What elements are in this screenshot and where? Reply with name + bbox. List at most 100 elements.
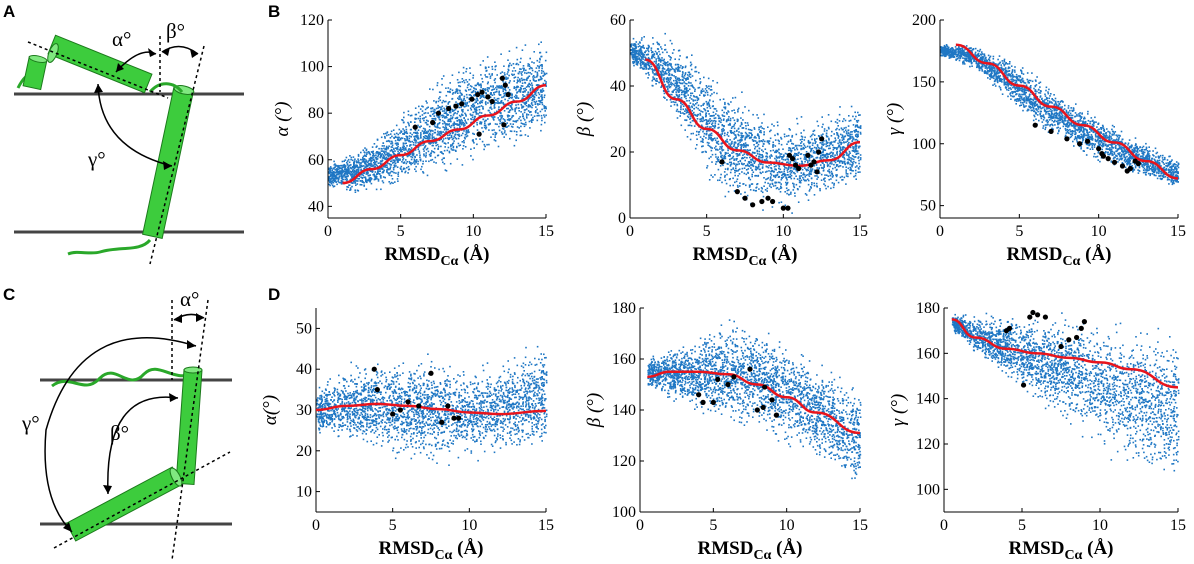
scatter-dot (368, 163, 370, 165)
scatter-dot (390, 181, 393, 184)
scatter-dot (644, 59, 646, 61)
scatter-dot (828, 172, 831, 174)
scatter-dot (342, 178, 345, 181)
scatter-dot (836, 148, 838, 151)
scatter-dot (702, 118, 704, 120)
scatter-dot (423, 132, 426, 134)
scatter-dot (394, 162, 397, 165)
scatter-dot (815, 162, 818, 165)
scatter-dot (755, 155, 758, 157)
scatter-dot (527, 98, 530, 101)
scatter-dot (432, 130, 434, 132)
scatter-dot (778, 148, 780, 151)
scatter-dot (741, 139, 743, 141)
scatter-dot (330, 182, 333, 185)
scatter-dot (389, 160, 392, 163)
scatter-dot (383, 133, 385, 135)
scatter-dot (708, 105, 710, 107)
scatter-dot (386, 157, 389, 160)
scatter-dot (337, 166, 339, 168)
scatter-dot (751, 173, 753, 176)
scatter-dot (357, 160, 360, 162)
scatter-dot (401, 137, 404, 140)
scatter-dot (635, 46, 637, 48)
scatter-dot (465, 105, 467, 107)
scatter-dot (753, 144, 755, 146)
scatter-dot (655, 79, 657, 82)
scatter-dot (499, 120, 502, 122)
scatter-dot (739, 141, 741, 143)
scatter-dot (391, 170, 394, 173)
scatter-dot (508, 111, 511, 113)
scatter-dot (776, 174, 779, 176)
scatter-dot (465, 93, 468, 96)
scatter-dot (486, 76, 489, 78)
scatter-dot (699, 112, 701, 115)
scatter-dot (734, 174, 736, 177)
y-tick-label: 120 (300, 12, 324, 29)
scatter-dot (417, 117, 420, 120)
scatter-dot (767, 141, 770, 144)
scatter-dot (371, 159, 373, 162)
scatter-dot (695, 134, 698, 136)
scatter-dot (423, 137, 426, 139)
scatter-dot (679, 55, 681, 57)
scatter-dot (707, 110, 709, 112)
scatter-dot (442, 138, 445, 140)
scatter-dot (417, 148, 420, 151)
scatter-dot (346, 186, 348, 188)
scatter-dot (679, 70, 681, 72)
scatter-dot (665, 80, 668, 83)
scatter-dot (431, 113, 434, 116)
scatter-dot (451, 144, 453, 146)
scatter-dot (328, 172, 331, 175)
scatter-dot (494, 99, 497, 101)
scatter-dot (495, 65, 497, 67)
scatter-dot (510, 130, 513, 133)
scatter-dot (452, 137, 455, 140)
scatter-dot (733, 159, 735, 161)
scatter-dot (465, 90, 468, 92)
scatter-dot (443, 163, 446, 165)
scatter-dot (669, 59, 672, 61)
scatter-dot (836, 174, 838, 176)
scatter-dot (826, 142, 828, 145)
scatter-dot (425, 156, 427, 158)
scatter-dot (712, 125, 715, 127)
scatter-dot (630, 43, 632, 46)
scatter-dot (775, 149, 777, 152)
scatter-dot (822, 148, 825, 150)
scatter-dot (677, 65, 680, 68)
scatter-dot (742, 111, 744, 114)
scatter-dot (473, 133, 475, 135)
scatter-dot (522, 94, 524, 96)
scatter-dot (394, 160, 396, 163)
scatter-dot (641, 66, 643, 69)
scatter-dot (484, 66, 487, 68)
helix-cylinder-tilted (47, 34, 153, 94)
scatter-dot (353, 174, 356, 176)
scatter-dot (330, 167, 333, 170)
scatter-dot (467, 131, 469, 134)
scatter-dot (506, 114, 509, 117)
scatter-dot (490, 103, 492, 106)
scatter-dot (656, 80, 658, 82)
scatter-dot (451, 149, 454, 151)
scatter-dot (778, 140, 780, 142)
scatter-dot (537, 104, 539, 106)
scatter-dot (480, 74, 482, 76)
scatter-dot (652, 53, 655, 56)
scatter-dot (477, 82, 479, 84)
scatter-dot (392, 151, 394, 153)
scatter-dot (844, 129, 847, 131)
scatter-dot (706, 102, 708, 105)
x-tick-label: 10 (465, 223, 481, 240)
scatter-dot (407, 172, 409, 174)
scatter-dot (842, 148, 844, 150)
scatter-dot (442, 126, 444, 128)
scatter-dot (694, 70, 696, 73)
scatter-dot (394, 142, 397, 145)
scatter-dot (809, 142, 812, 144)
scatter-dot (508, 82, 510, 84)
scatter-dot (419, 115, 421, 118)
